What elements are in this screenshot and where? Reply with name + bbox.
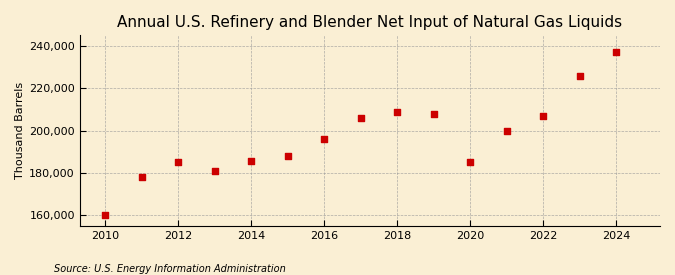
Point [611,50,622,54]
Point [136,175,147,179]
Point [392,109,403,114]
Text: Source: U.S. Energy Information Administration: Source: U.S. Energy Information Administ… [54,264,286,274]
Point [355,116,366,120]
Point [282,154,293,158]
Point [209,169,220,173]
Point [502,128,512,133]
Point [319,137,329,141]
Y-axis label: Thousand Barrels: Thousand Barrels [15,82,25,179]
Point [465,160,476,164]
Title: Annual U.S. Refinery and Blender Net Input of Natural Gas Liquids: Annual U.S. Refinery and Blender Net Inp… [117,15,622,30]
Point [100,213,111,218]
Point [574,73,585,78]
Point [246,159,256,164]
Point [173,160,184,164]
Point [538,114,549,118]
Point [429,111,439,116]
